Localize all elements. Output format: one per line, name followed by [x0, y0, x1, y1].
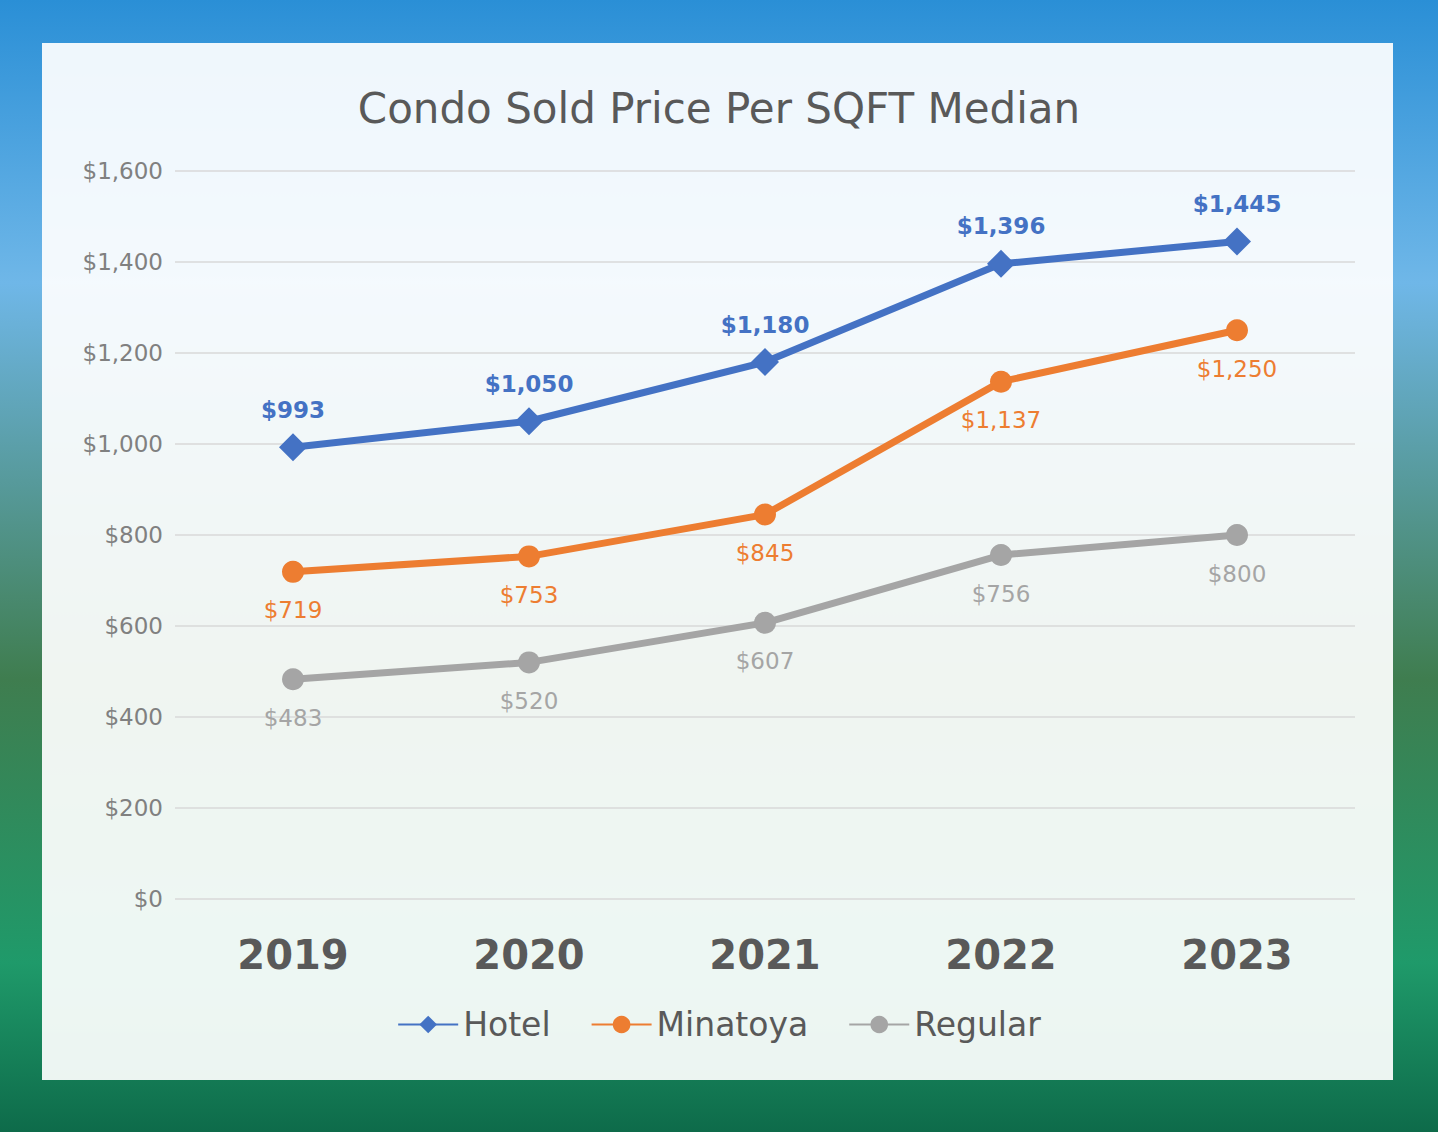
svg-text:$1,050: $1,050 — [485, 371, 574, 397]
svg-text:$1,396: $1,396 — [957, 213, 1046, 239]
svg-text:2020: 2020 — [473, 932, 584, 978]
svg-text:$800: $800 — [104, 522, 163, 548]
svg-text:$800: $800 — [1208, 561, 1267, 587]
svg-text:2022: 2022 — [945, 932, 1056, 978]
svg-text:$753: $753 — [500, 582, 559, 608]
svg-text:2021: 2021 — [709, 932, 820, 978]
svg-text:$1,400: $1,400 — [83, 249, 163, 275]
svg-text:$1,600: $1,600 — [83, 158, 163, 184]
svg-text:$1,200: $1,200 — [83, 340, 163, 366]
svg-text:$520: $520 — [500, 688, 559, 714]
svg-text:Hotel: Hotel — [463, 1005, 550, 1044]
svg-text:$600: $600 — [104, 613, 163, 639]
svg-text:Minatoya: Minatoya — [657, 1005, 809, 1044]
svg-text:$483: $483 — [264, 705, 323, 731]
svg-text:$0: $0 — [134, 886, 163, 912]
svg-text:$1,000: $1,000 — [83, 431, 163, 457]
svg-text:$607: $607 — [736, 648, 795, 674]
svg-text:$400: $400 — [104, 704, 163, 730]
svg-text:Condo Sold Price Per SQFT Medi: Condo Sold Price Per SQFT Median — [358, 84, 1080, 133]
svg-text:$719: $719 — [264, 597, 323, 623]
svg-text:2019: 2019 — [237, 932, 348, 978]
svg-text:$845: $845 — [736, 540, 795, 566]
svg-text:Regular: Regular — [914, 1005, 1041, 1044]
svg-text:$1,250: $1,250 — [1197, 356, 1277, 382]
svg-text:$1,137: $1,137 — [961, 407, 1041, 433]
svg-text:2023: 2023 — [1181, 932, 1292, 978]
svg-text:$200: $200 — [104, 795, 163, 821]
svg-text:$993: $993 — [261, 397, 325, 423]
svg-text:$1,445: $1,445 — [1193, 191, 1282, 217]
svg-text:$756: $756 — [972, 581, 1031, 607]
svg-text:$1,180: $1,180 — [721, 312, 810, 338]
